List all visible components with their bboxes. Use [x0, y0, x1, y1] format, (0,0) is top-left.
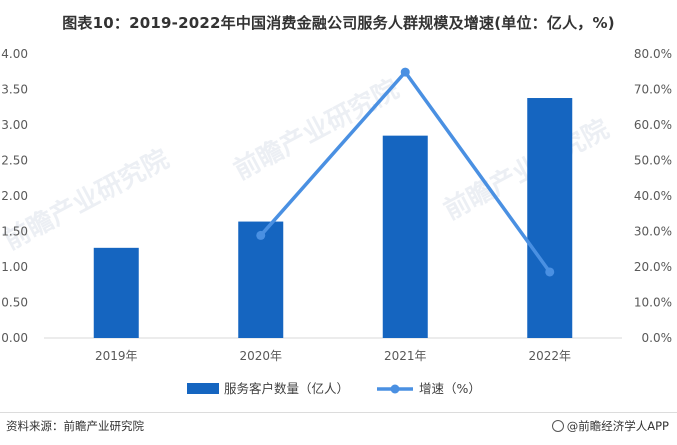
- right-tick-label: 20.0%: [634, 260, 672, 274]
- legend-line-label: 增速（%）: [419, 381, 481, 396]
- right-tick-label: 50.0%: [634, 154, 672, 168]
- x-tick-label: 2020年: [239, 349, 282, 363]
- brand-logo-icon: [551, 420, 564, 432]
- bar-1: [238, 221, 284, 338]
- right-tick-label: 10.0%: [634, 296, 672, 310]
- legend-bar-label: 服务客户数量（亿人）: [224, 381, 349, 396]
- bar-series: [93, 98, 573, 339]
- bar-0: [93, 247, 139, 338]
- left-tick-label: 3.00: [1, 118, 28, 132]
- left-tick-label: 1.50: [1, 225, 28, 239]
- right-tick-label: 40.0%: [634, 189, 672, 203]
- chart-title: 图表10：2019-2022年中国消费金融公司服务人群规模及增速(单位：亿人，%…: [62, 14, 615, 32]
- right-tick-label: 60.0%: [634, 118, 672, 132]
- right-tick-label: 70.0%: [634, 83, 672, 97]
- x-tick-label: 2022年: [528, 349, 571, 363]
- left-tick-label: 0.00: [1, 331, 28, 345]
- legend: 服务客户数量（亿人） 增速（%）: [187, 381, 481, 396]
- left-tick-label: 2.50: [1, 154, 28, 168]
- right-tick-label: 80.0%: [634, 47, 672, 61]
- x-axis-ticks: 2019年 2020年 2021年 2022年: [95, 349, 571, 363]
- left-tick-label: 0.50: [1, 296, 28, 310]
- left-tick-label: 3.50: [1, 83, 28, 97]
- left-tick-label: 2.00: [1, 189, 28, 203]
- right-tick-label: 0.0%: [642, 331, 673, 345]
- bar-3: [527, 98, 573, 339]
- watermark-text-1: 前瞻产业研究院: [439, 113, 614, 226]
- left-tick-label: 4.00: [1, 47, 28, 61]
- legend-bar-swatch: [187, 383, 219, 394]
- x-tick-label: 2021年: [384, 349, 427, 363]
- brand-text: @前瞻经济学人APP: [566, 419, 669, 433]
- source-note: 资料来源：前瞻产业研究院: [6, 419, 144, 433]
- brand-credit: @前瞻经济学人APP: [551, 418, 669, 434]
- line-series: [256, 67, 555, 277]
- growth-point-0: [256, 230, 266, 240]
- growth-point-1: [400, 67, 410, 77]
- bar-2: [382, 135, 428, 338]
- footer-divider: [0, 412, 677, 413]
- legend-line-marker: [390, 384, 400, 394]
- x-tick-label: 2019年: [95, 349, 138, 363]
- growth-point-2: [545, 267, 555, 277]
- left-axis-ticks: 0.00 0.50 1.00 1.50 2.00 2.50 3.00 3.50 4.00: [1, 47, 28, 345]
- right-axis-ticks: 0.0% 10.0% 20.0% 30.0% 40.0% 50.0% 60.0% 70.0% 8…: [634, 47, 672, 345]
- watermark-text-0: 前瞻产业研究院: [229, 73, 404, 186]
- right-tick-label: 30.0%: [634, 225, 672, 239]
- left-tick-label: 1.00: [1, 260, 28, 274]
